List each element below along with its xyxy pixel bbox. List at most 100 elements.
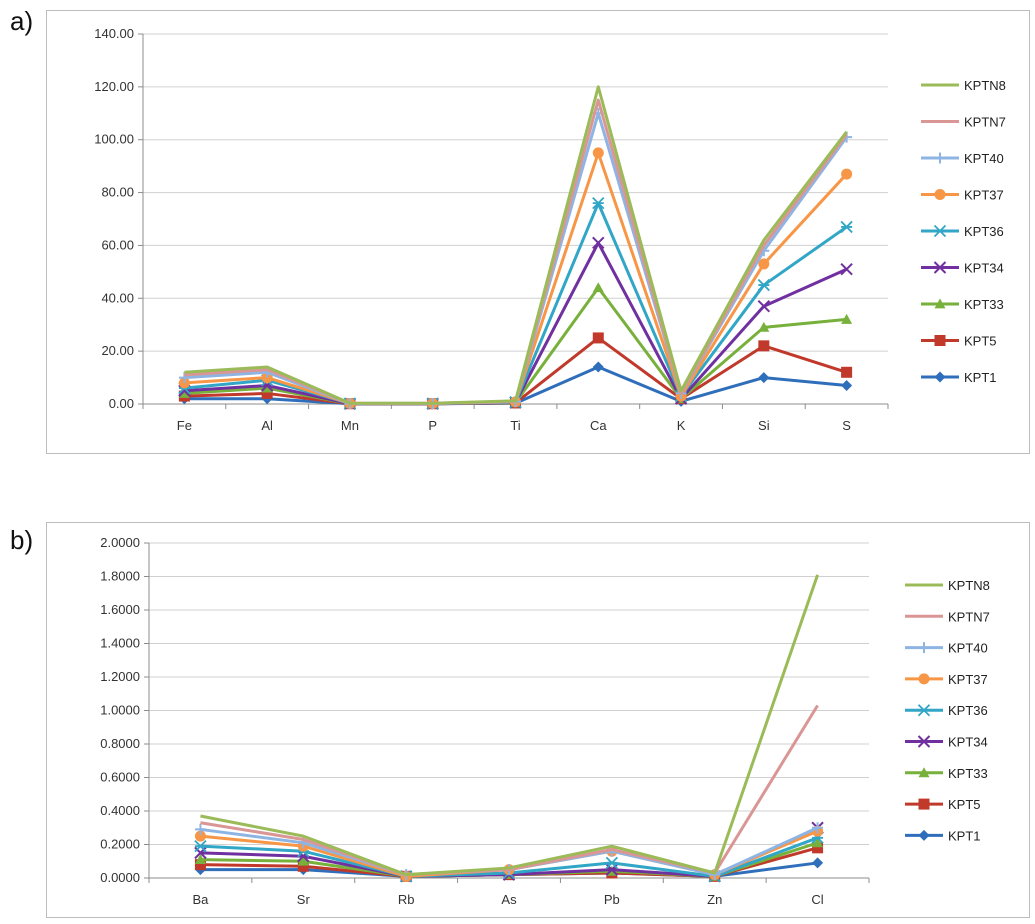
legend-item-kpt37: KPT37: [905, 672, 988, 687]
legend-marker-kpt40: [918, 642, 930, 654]
legend-marker-kpt37: [934, 189, 946, 200]
data-point-kpt5-ca: [592, 332, 604, 344]
legend-label-kptn7: KPTN7: [948, 609, 990, 624]
data-point-kpt5-cl: [812, 842, 824, 854]
legend-marker-kpt34: [917, 735, 931, 748]
y-tick-label-1: 20.00: [101, 343, 134, 358]
data-point-kpt33-fe: [178, 387, 190, 398]
legend-label-kptn8: KPTN8: [964, 78, 1006, 93]
y-tick-label-5: 100.00: [94, 132, 134, 147]
legend-item-kptn7: KPTN7: [905, 609, 990, 624]
legend-marker-kpt5: [934, 335, 946, 346]
data-point-kpt36-si: [757, 278, 770, 292]
legend-label-kpt34: KPT34: [964, 261, 1004, 276]
legend-marker-kpt1: [934, 371, 946, 383]
legend-marker-kpt36: [933, 224, 947, 238]
legend-label-kpt40: KPT40: [948, 641, 988, 656]
legend-label-kpt33: KPT33: [964, 297, 1004, 312]
data-point-kpt33-cl: [812, 837, 824, 848]
y-tick-label-4: 80.00: [101, 185, 134, 200]
y-tick-label-8: 1.6000: [100, 602, 140, 617]
data-point-kpt5-s: [841, 366, 853, 378]
legend-item-kpt34: KPT34: [905, 735, 988, 750]
legend-item-kpt36: KPT36: [905, 703, 988, 718]
legend-item-kpt1: KPT1: [921, 370, 997, 385]
legend-label-kpt34: KPT34: [948, 735, 988, 750]
legend-item-kpt5: KPT5: [905, 797, 981, 812]
y-tick-label-0: 0.00: [109, 396, 134, 411]
x-tick-label-as: As: [501, 892, 517, 907]
x-tick-label-fe: Fe: [177, 418, 192, 433]
legend-label-kpt37: KPT37: [948, 672, 988, 687]
x-tick-label-sr: Sr: [297, 892, 311, 907]
panel-label-a: a): [10, 6, 34, 36]
legend-item-kpt40: KPT40: [921, 151, 1004, 166]
legend-item-kpt5: KPT5: [921, 334, 997, 349]
y-tick-label-10: 2.0000: [100, 535, 140, 550]
x-tick-label-cl: Cl: [811, 892, 823, 907]
data-point-kpt40-cl: [812, 822, 824, 834]
legend-label-kpt5: KPT5: [948, 797, 981, 812]
chart-frame-a: 0.00 20.00 40.00 60.00 80.00 100.00 120.00 140.…: [46, 10, 1030, 454]
chart-b: 0.0000 0.2000 0.4000 0.6000 0.8000 1.0000 1.20…: [100, 535, 990, 907]
legend-item-kpt34: KPT34: [921, 261, 1004, 276]
legend-item-kptn8: KPTN8: [921, 78, 1006, 93]
data-point-kpt33-sr: [297, 855, 309, 866]
data-point-kpt37-si: [758, 258, 770, 270]
series-line-kptn8: [200, 574, 819, 877]
x-tick-label-rb: Rb: [398, 892, 415, 907]
data-point-kpt33-ca: [592, 282, 604, 293]
y-tick-label-7: 1.4000: [100, 636, 140, 651]
series-line-kpt40: [184, 111, 848, 405]
series-kptn8: [200, 574, 819, 877]
data-point-kpt34-ca: [592, 236, 605, 249]
legend-item-kpt1: KPT1: [905, 828, 981, 843]
data-point-kpt5-sr: [297, 860, 309, 872]
x-tick-label-p: P: [428, 418, 437, 433]
x-tick-label-s: S: [842, 418, 851, 433]
legend-label-kptn7: KPTN7: [964, 115, 1006, 130]
y-tick-label-0: 0.0000: [100, 870, 140, 885]
y-tick-label-2: 0.4000: [100, 803, 140, 818]
legend-marker-kpt36: [917, 704, 931, 717]
x-tick-label-ba: Ba: [192, 892, 209, 907]
legend-marker-kpt5: [918, 798, 930, 810]
data-point-kpt36-ca: [592, 197, 605, 210]
legend-label-kpt1: KPT1: [964, 370, 997, 385]
x-tick-label-mn: Mn: [341, 418, 359, 433]
legend-label-kpt37: KPT37: [964, 188, 1004, 203]
legend-label-kpt1: KPT1: [948, 828, 981, 843]
data-point-kpt5-si: [758, 340, 770, 352]
y-tick-label-9: 1.8000: [100, 569, 140, 584]
legend-label-kpt33: KPT33: [948, 766, 988, 781]
series-line-kptn8: [184, 85, 848, 405]
data-point-kpt5-al: [261, 387, 273, 399]
legend-marker-kpt37: [918, 673, 930, 685]
x-tick-label-ca: Ca: [590, 418, 607, 433]
y-tick-label-1: 0.2000: [100, 837, 140, 852]
panel-label-b: b): [10, 525, 34, 555]
x-tick-label-pb: Pb: [604, 892, 620, 907]
y-tick-label-3: 60.00: [101, 237, 134, 252]
legend-marker-kpt40: [934, 152, 946, 164]
y-tick-label-4: 0.8000: [100, 736, 140, 751]
x-tick-label-zn: Zn: [707, 892, 722, 907]
legend-marker-kpt1: [918, 829, 930, 841]
data-point-kpt33-ba: [194, 854, 206, 864]
data-point-kpt36-pb: [605, 856, 618, 870]
data-point-kpt1-ca: [592, 361, 604, 373]
chart-a: 0.00 20.00 40.00 60.00 80.00 100.00 120.00 140.…: [94, 26, 1006, 433]
data-point-kpt40-ba: [194, 823, 206, 835]
data-point-kpt36-ba: [194, 840, 207, 853]
legend-marker-kpt34: [933, 261, 947, 274]
data-point-kpt33-s: [841, 313, 853, 324]
legend-item-kpt33: KPT33: [921, 297, 1004, 312]
data-point-kpt37-s: [841, 168, 853, 180]
y-tick-label-6: 1.2000: [100, 669, 140, 684]
data-point-kpt34-s: [840, 263, 853, 276]
series-kpt37: [178, 147, 853, 409]
y-tick-label-3: 0.6000: [100, 770, 140, 785]
legend-item-kpt40: KPT40: [905, 641, 988, 656]
series-kpt40: [178, 107, 853, 409]
data-point-kpt37-ca: [592, 147, 604, 159]
